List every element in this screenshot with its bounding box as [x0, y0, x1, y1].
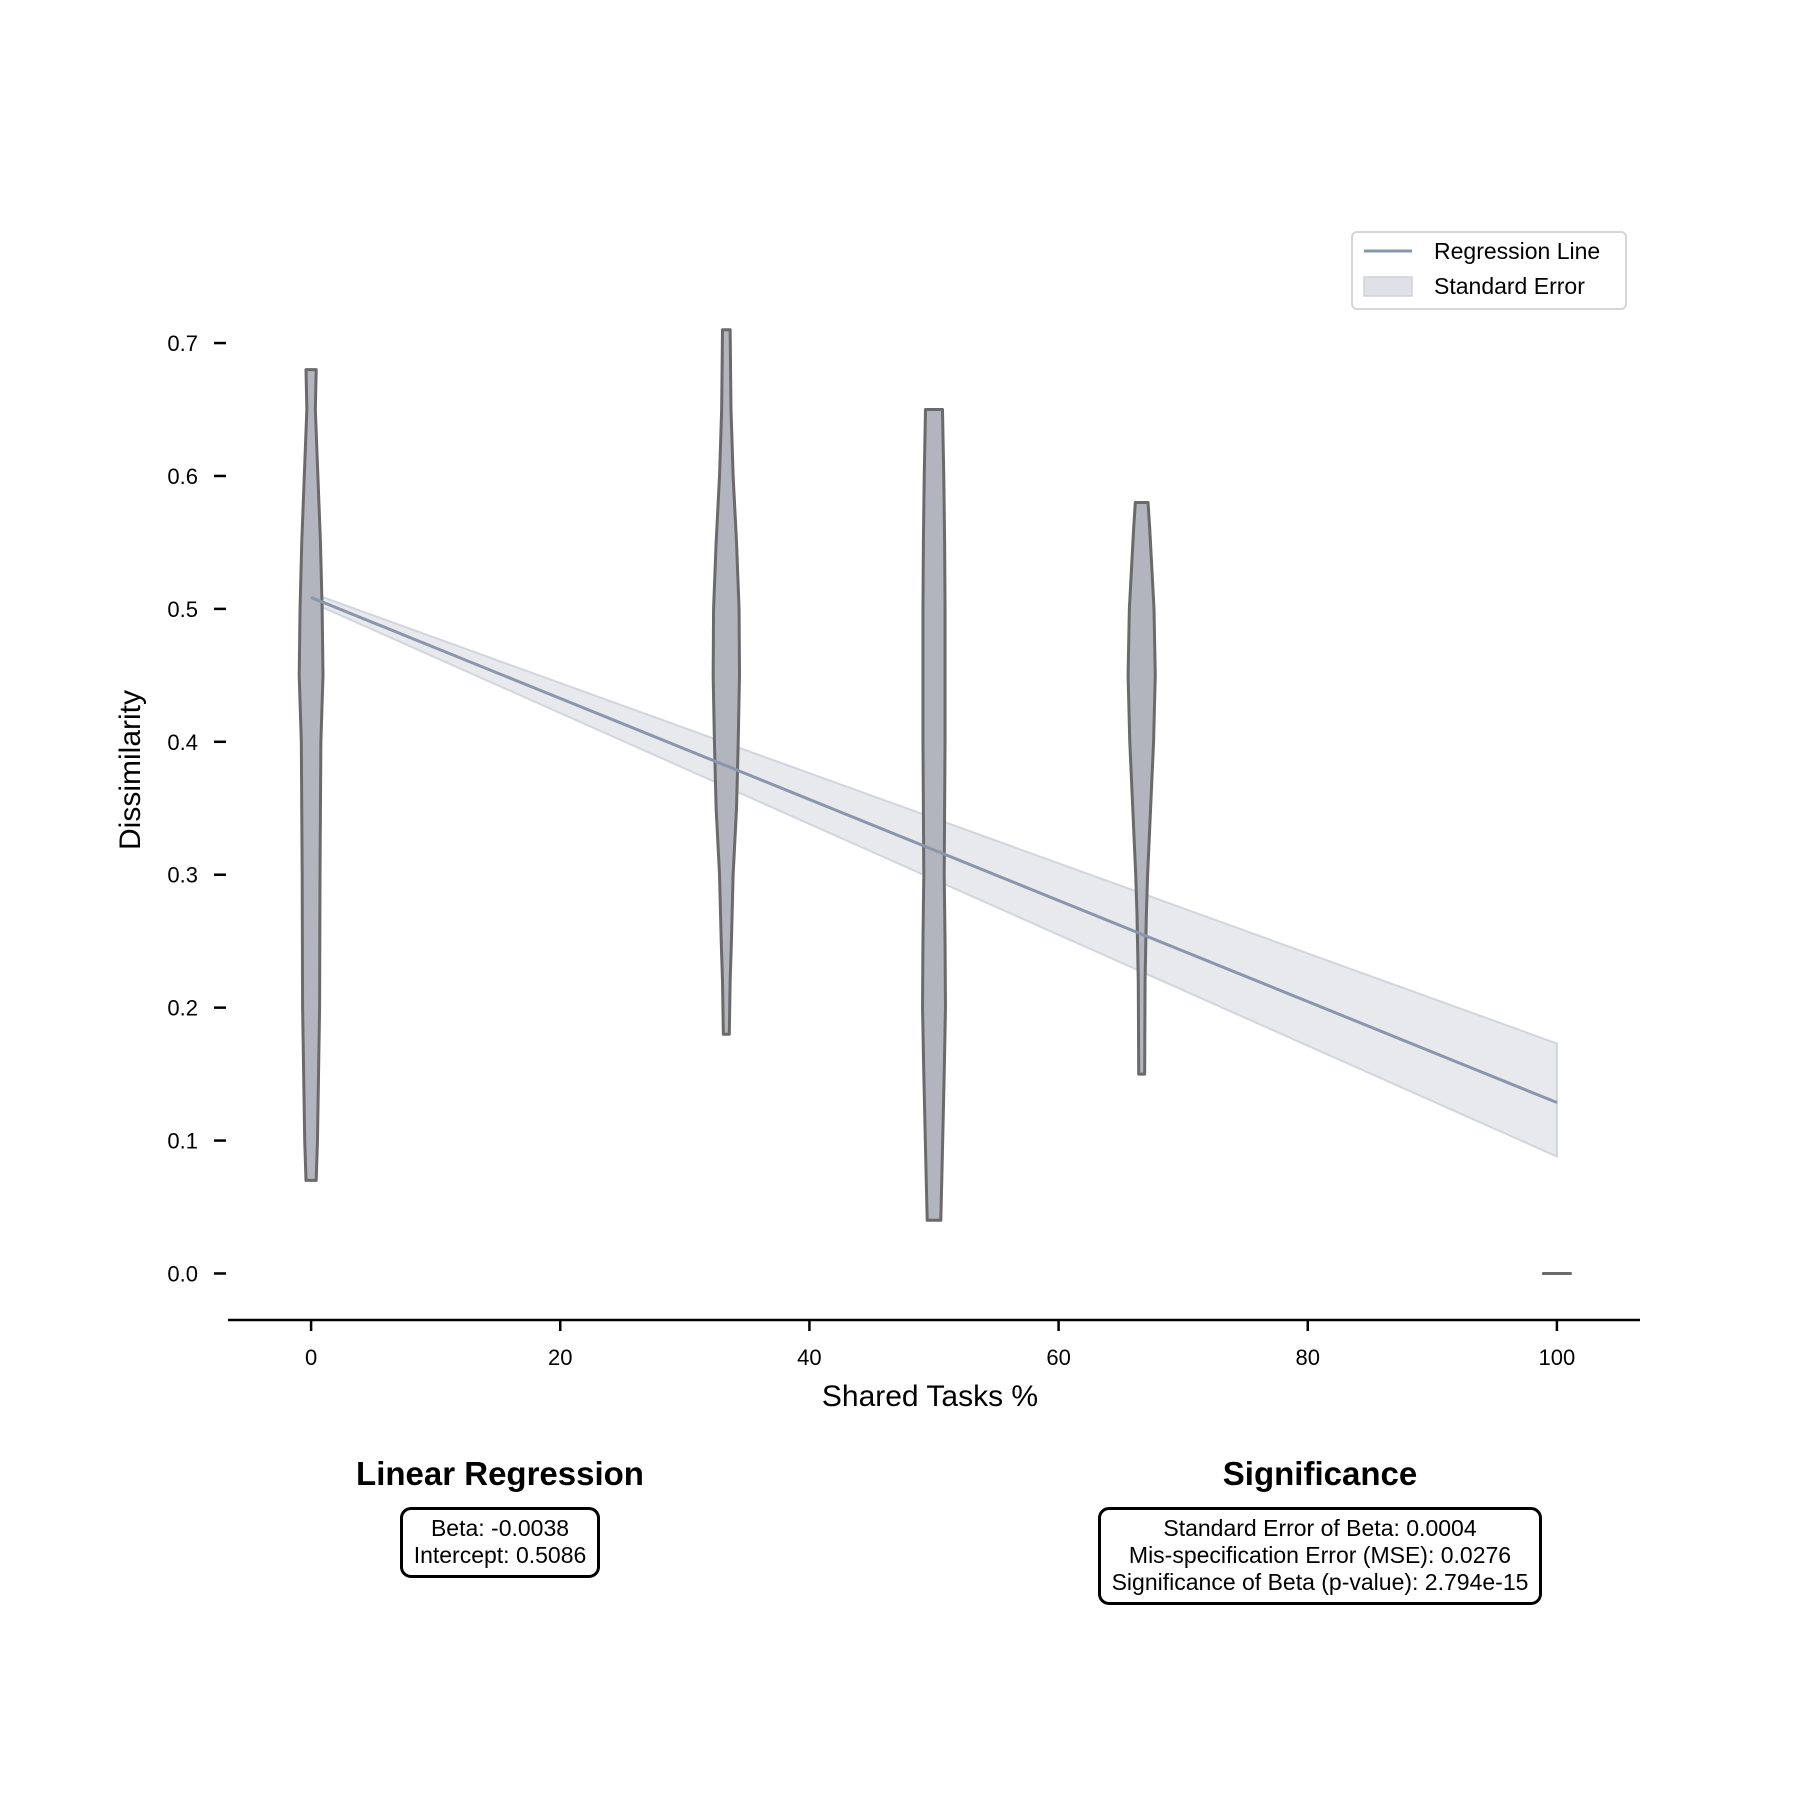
violin-2 [921, 408, 947, 1222]
y-tick-label-4: 0.4 [167, 730, 198, 755]
p-value-text: Significance of Beta (p-value): 2.794e-1… [1111, 1569, 1529, 1595]
regression-line [310, 596, 1558, 1104]
violin-3 [1126, 501, 1157, 1076]
legend: Regression Line Standard Error [1351, 231, 1627, 310]
significance-panel: Significance Standard Error of Beta: 0.0… [1020, 1455, 1620, 1605]
x-tick-label-4: 80 [1296, 1345, 1320, 1370]
beta-text: Beta: -0.0038 [430, 1515, 570, 1541]
intercept-text: Intercept: 0.5086 [413, 1542, 587, 1568]
y-tick-label-0: 0.0 [167, 1261, 198, 1286]
significance-title: Significance [1222, 1455, 1418, 1492]
y-tick-label-5: 0.5 [167, 597, 198, 622]
y-tick-label-1: 0.1 [167, 1129, 198, 1154]
legend-label-regression-line: Regression Line [1434, 238, 1600, 264]
y-tick-label-3: 0.3 [167, 863, 198, 888]
y-tick-label-2: 0.2 [167, 996, 198, 1021]
legend-patch-swatch [1363, 276, 1413, 297]
x-tick-label-5: 100 [1539, 1345, 1576, 1370]
x-tick-label-1: 20 [548, 1345, 572, 1370]
legend-frame [1351, 231, 1627, 310]
legend-label-standard-error: Standard Error [1434, 273, 1585, 299]
x-tick-label-0: 0 [305, 1345, 317, 1370]
x-axis-title: Shared Tasks % [822, 1380, 1038, 1413]
mse-text: Mis-specification Error (MSE): 0.0276 [1128, 1542, 1512, 1568]
linear-regression-box: Beta: -0.0038 Intercept: 0.5086 [399, 1507, 601, 1578]
violin-layer [297, 328, 1573, 1275]
violin-0 [297, 368, 325, 1182]
axes-layer: 0 20 40 60 80 100 0.0 0.1 0.2 0.3 0.4 0.5 0.6 0.7 [167, 331, 1640, 1370]
linear-regression-title: Linear Regression [356, 1455, 644, 1492]
y-axis-title: Dissimilarity [114, 690, 147, 850]
linear-regression-panel: Linear Regression Beta: -0.0038 Intercep… [300, 1455, 700, 1578]
violin-1 [711, 328, 741, 1036]
x-tick-label-2: 40 [797, 1345, 821, 1370]
standard-error-of-beta-text: Standard Error of Beta: 0.0004 [1163, 1515, 1477, 1541]
x-tick-label-3: 60 [1046, 1345, 1070, 1370]
regression-line-layer [310, 596, 1558, 1104]
y-tick-label-7: 0.7 [167, 331, 198, 356]
y-tick-label-6: 0.6 [167, 464, 198, 489]
significance-box: Standard Error of Beta: 0.0004 Mis-speci… [1097, 1507, 1543, 1605]
